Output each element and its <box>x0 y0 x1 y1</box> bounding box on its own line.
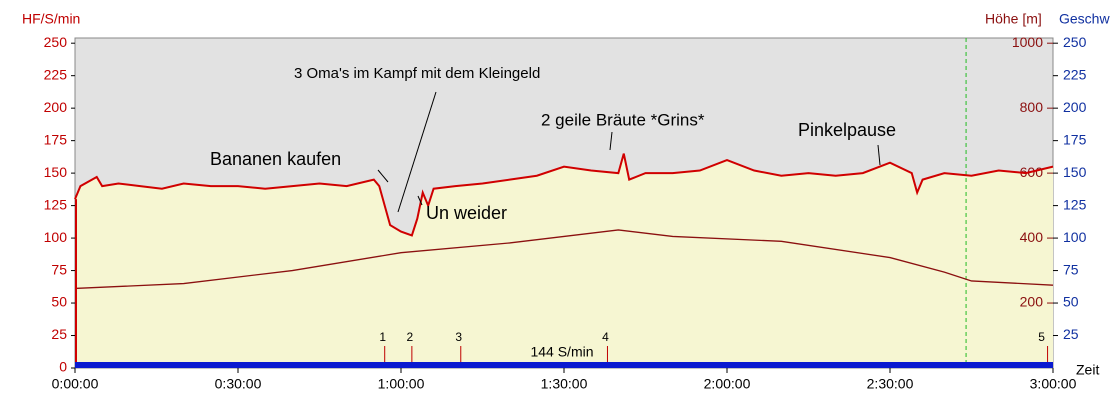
y3-tick-label: 100 <box>1063 229 1087 245</box>
y3-tick-label: 50 <box>1063 294 1079 310</box>
annotation-leader <box>417 195 423 206</box>
lap-label: 4 <box>602 330 609 344</box>
annotation: Pinkelpause <box>798 120 896 140</box>
annotation: Un weider <box>426 203 507 223</box>
x-tick-label: 3:00:00 <box>1030 376 1077 392</box>
x-tick-label: 2:00:00 <box>704 376 751 392</box>
y-tick-label: 250 <box>44 34 68 50</box>
marker-note: 144 S/min <box>530 344 593 360</box>
y-tick-label: 25 <box>51 326 67 342</box>
lap-label: 2 <box>407 330 414 344</box>
annotation: 2 geile Bräute *Grins* <box>541 110 705 129</box>
annotation-leader <box>397 91 437 213</box>
y-tick-label: 75 <box>51 261 67 277</box>
y2-axis-label: Höhe [m] <box>985 11 1042 27</box>
lap-label: 5 <box>1038 330 1045 344</box>
y-tick-label: 175 <box>44 131 68 147</box>
y3-tick-label: 75 <box>1063 261 1079 277</box>
y-tick-label: 100 <box>44 229 68 245</box>
annotation: 3 Oma's im Kampf mit dem Kleingeld <box>294 65 540 82</box>
y-tick-label: 200 <box>44 99 68 115</box>
x-tick-label: 1:00:00 <box>378 376 425 392</box>
x-tick-label: 0:00:00 <box>52 376 99 392</box>
y3-axis-label: Geschw <box>1059 11 1110 27</box>
series-line <box>74 229 1054 290</box>
y-tick-label: 225 <box>44 66 68 82</box>
y-tick-label: 0 <box>59 359 67 375</box>
y2-tick-label: 400 <box>1020 229 1044 245</box>
y3-tick-label: 25 <box>1063 326 1079 342</box>
annotation: Bananen kaufen <box>210 149 341 169</box>
y2-tick-label: 800 <box>1020 99 1044 115</box>
y3-tick-label: 200 <box>1063 99 1087 115</box>
area-fill <box>75 153 1053 368</box>
y3-tick-label: 150 <box>1063 164 1087 180</box>
y-axis-label: HF/S/min <box>22 11 80 27</box>
y-tick-label: 50 <box>51 294 67 310</box>
series-line <box>74 153 1054 237</box>
y-tick-label: 125 <box>44 196 68 212</box>
y-tick-label: 150 <box>44 164 68 180</box>
annotation-leader <box>877 144 881 166</box>
y2-tick-label: 1000 <box>1012 34 1043 50</box>
annotation-leader <box>609 131 613 151</box>
y2-tick-label: 200 <box>1020 294 1044 310</box>
lap-label: 1 <box>379 330 386 344</box>
annotation-leader <box>377 169 389 183</box>
y3-tick-label: 225 <box>1063 66 1087 82</box>
x-tick-label: 2:30:00 <box>867 376 914 392</box>
y3-tick-label: 250 <box>1063 34 1087 50</box>
lap-label: 3 <box>455 330 462 344</box>
x-tick-label: 0:30:00 <box>215 376 262 392</box>
speed-bar <box>75 362 1053 368</box>
x-tick-label: 1:30:00 <box>541 376 588 392</box>
y3-tick-label: 125 <box>1063 196 1087 212</box>
x-axis-label: Zeit <box>1076 362 1099 378</box>
y3-tick-label: 175 <box>1063 131 1087 147</box>
